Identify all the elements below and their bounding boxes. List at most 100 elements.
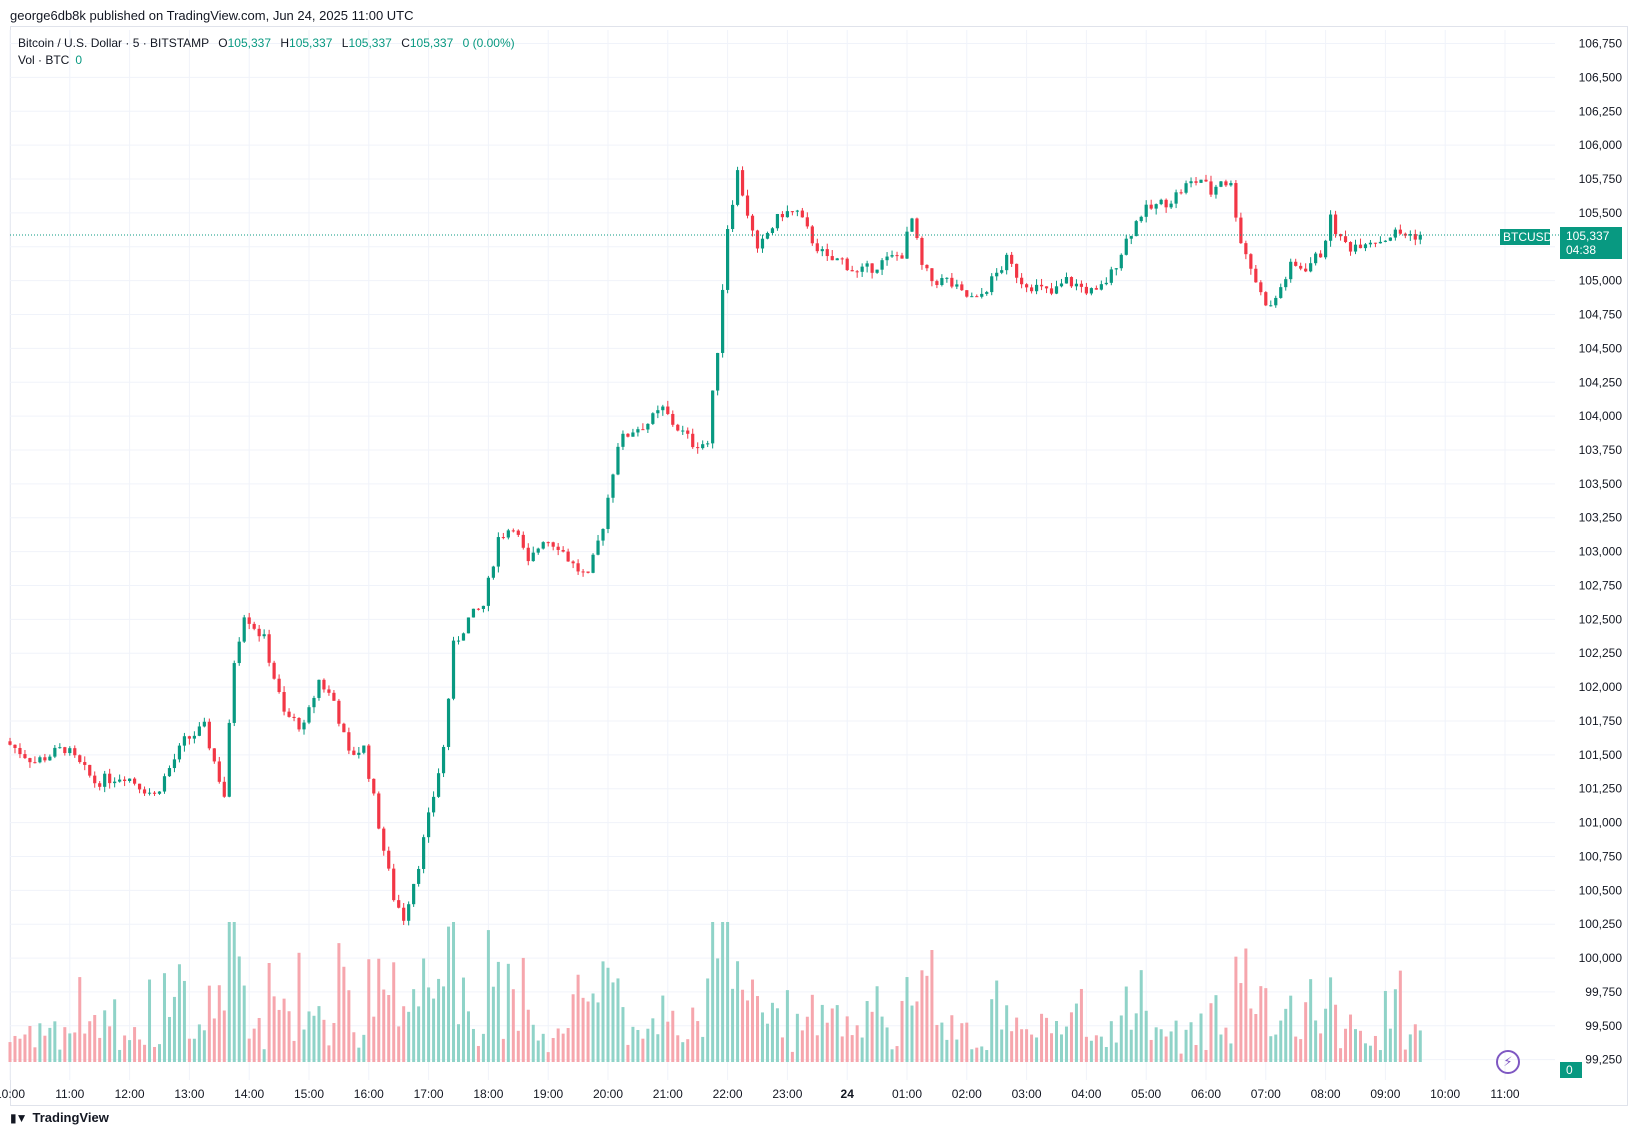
candle-body [1219,181,1223,187]
volume-bar [1189,1022,1193,1062]
volume-bar [1274,1034,1278,1062]
candle-body [232,663,236,723]
candle-body [850,270,854,272]
volume-bar [780,1037,784,1062]
candle-body [1413,234,1417,240]
volume-bar [915,1001,919,1062]
y-tick-label: 99,250 [1585,1053,1622,1067]
volume-bar [442,986,446,1062]
volume-bar [616,978,620,1062]
candle-body [1338,234,1343,237]
candle-body [1259,282,1263,293]
candle-body [187,736,191,739]
legend-c-value: 105,337 [409,36,454,50]
candle-body [1383,240,1387,242]
volume-bar [1134,1013,1138,1062]
volume-bar [302,1029,306,1062]
volume-bar [1398,970,1402,1062]
candle-body [970,296,974,298]
volume-bar [1194,1045,1198,1062]
candle-body [242,617,246,642]
candle-body [272,662,276,679]
candle-body [407,904,411,921]
volume-bar [332,1022,336,1062]
candle-body [167,768,172,777]
candle-body [591,554,595,573]
volume-bar [591,993,595,1062]
volume-bar [342,966,346,1062]
candle-body [132,778,137,784]
volume-bar [596,1002,600,1062]
candle-body [900,255,904,259]
volume-bar [1149,1039,1153,1062]
candle-body [1015,263,1019,278]
candle-body [945,277,949,279]
candle-body [147,792,152,794]
y-tick-label: 100,000 [1579,951,1623,965]
candle-body [182,736,187,746]
volume-bar [1209,1003,1213,1062]
x-tick-label: 02:00 [952,1087,982,1101]
volume-bar [362,1034,366,1062]
volume-bar [422,958,426,1062]
candle-body [1398,229,1402,234]
candle-body [1129,236,1133,239]
x-tick-label: 23:00 [772,1087,802,1101]
volume-bar [576,974,580,1062]
volume-bar [925,975,929,1062]
volume-bar [382,989,386,1062]
candle-body [1119,254,1123,269]
volume-bar [457,1024,460,1062]
volume-bar [681,1042,685,1062]
volume-bar [1099,1036,1103,1062]
tradingview-brand[interactable]: ▮▼ TradingView [10,1110,109,1125]
volume-bar [1179,1053,1183,1062]
volume-bar [187,1038,191,1062]
candle-body [1054,286,1059,294]
volume-bar [701,1036,705,1062]
volume-bar [1309,979,1313,1062]
volume-bar [1199,1013,1203,1062]
candle-body [795,210,799,212]
candle-body [1144,204,1148,217]
volume-bar [731,988,735,1062]
x-tick-label: 16:00 [354,1087,384,1101]
volume-bar [162,973,166,1062]
candle-body [1353,244,1358,252]
x-tick-label: 13:00 [174,1087,204,1101]
candle-body [636,429,640,433]
volume-bar [1383,990,1387,1062]
candle-body [506,530,510,538]
legend-c-label: C [401,36,410,50]
volume-bar [516,1030,520,1062]
candle-body [925,264,929,269]
candle-body [1348,242,1353,252]
lightning-icon[interactable]: ⚡ [1496,1050,1520,1074]
candle-body [800,210,804,218]
volume-bar [1035,1037,1039,1062]
candle-body [616,446,620,475]
candle-body [1209,181,1213,195]
volume-bar [895,1046,899,1062]
volume-bar [407,1011,411,1062]
volume-bar [347,990,351,1062]
y-tick-label: 100,250 [1579,917,1623,931]
volume-bar [606,967,610,1062]
candle-body [312,697,316,708]
candle-body [372,778,376,794]
volume-bar [1344,1028,1348,1062]
volume-bar [1154,1027,1158,1062]
candle-body [88,764,92,776]
legend-volume-label: Vol · BTC [18,53,70,67]
candle-body [1299,265,1303,269]
volume-bar [1329,977,1333,1062]
candle-body [78,755,82,763]
candle-body [995,272,999,277]
candle-body [1154,204,1158,209]
candle-body [706,443,710,445]
x-tick-label: 12:00 [115,1087,145,1101]
candle-body [1000,270,1004,273]
volume-bar [1319,1033,1323,1062]
candle-body [1229,183,1233,186]
